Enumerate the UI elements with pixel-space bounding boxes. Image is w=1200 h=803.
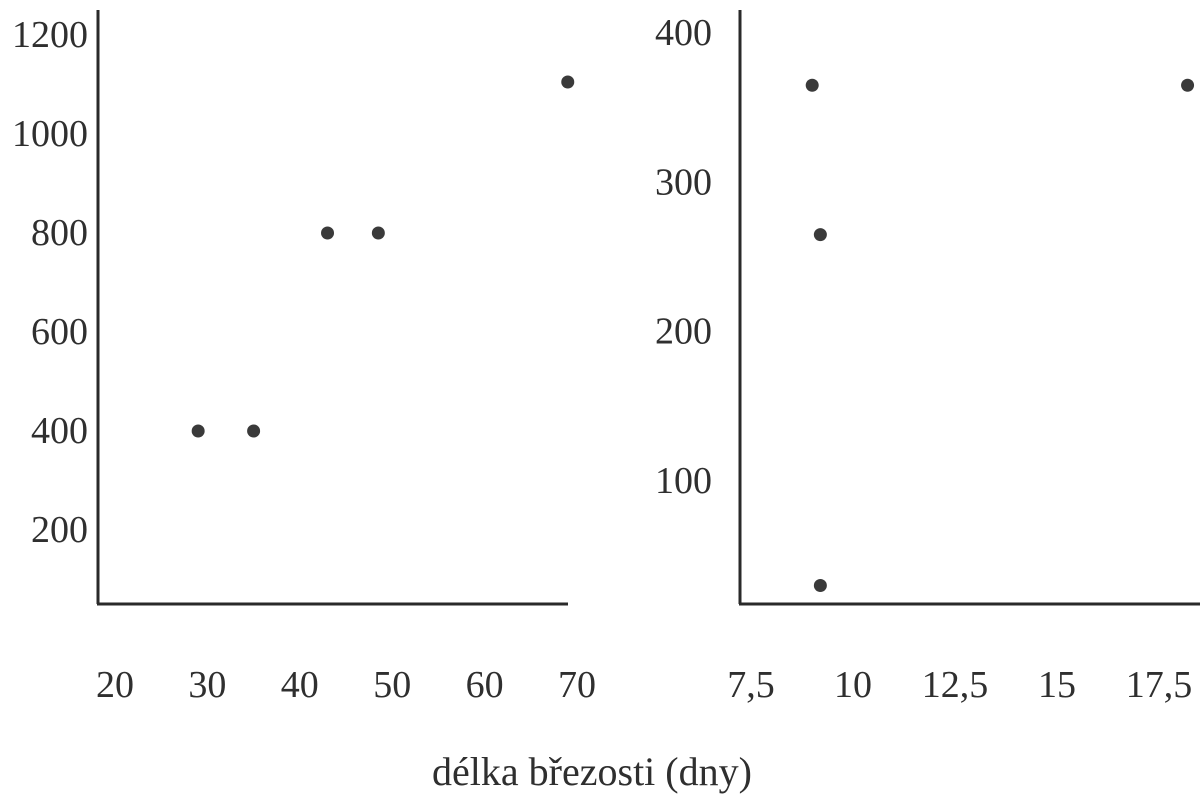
left-scatter-point [247,424,261,438]
right-y-tick-label: 100 [655,460,712,502]
left-y-tick-label: 600 [31,311,88,353]
left-scatter-point [371,226,385,240]
left-y-tick-label: 200 [31,509,88,551]
left-x-tick-label: 70 [558,664,596,706]
right-x-tick-label: 12,5 [922,664,989,706]
left-x-tick-label: 50 [373,664,411,706]
right-x-tick-label: 7,5 [727,664,775,706]
left-scatter-point [561,75,575,89]
right-scatter-point [813,579,827,593]
left-y-tick-label: 800 [31,212,88,254]
left-chart: 1200 1000 800 600 400 200 20 30 40 50 60 70 [12,10,596,706]
right-scatter-point [805,78,819,92]
left-x-tick-label: 20 [96,664,134,706]
left-x-tick-label: 30 [188,664,226,706]
right-y-tick-label: 400 [655,12,712,54]
right-x-tick-label: 17,5 [1126,664,1193,706]
right-x-tick-label: 10 [834,664,872,706]
right-y-tick-label: 200 [655,311,712,353]
left-scatter-point [191,424,205,438]
right-y-tick-label: 300 [655,161,712,203]
right-chart: 400 300 200 100 7,5 10 12,5 15 17,5 [655,10,1200,706]
right-scatter-point [813,228,827,242]
right-scatter-point [1181,78,1195,92]
left-y-tick-label: 400 [31,410,88,452]
shared-x-axis-label: délka březosti (dny) [432,749,752,794]
right-x-tick-label: 15 [1038,664,1076,706]
left-x-tick-label: 40 [281,664,319,706]
left-scatter-point [321,226,335,240]
left-y-tick-label: 1200 [12,14,88,56]
left-y-tick-label: 1000 [12,113,88,155]
left-x-tick-label: 60 [466,664,504,706]
